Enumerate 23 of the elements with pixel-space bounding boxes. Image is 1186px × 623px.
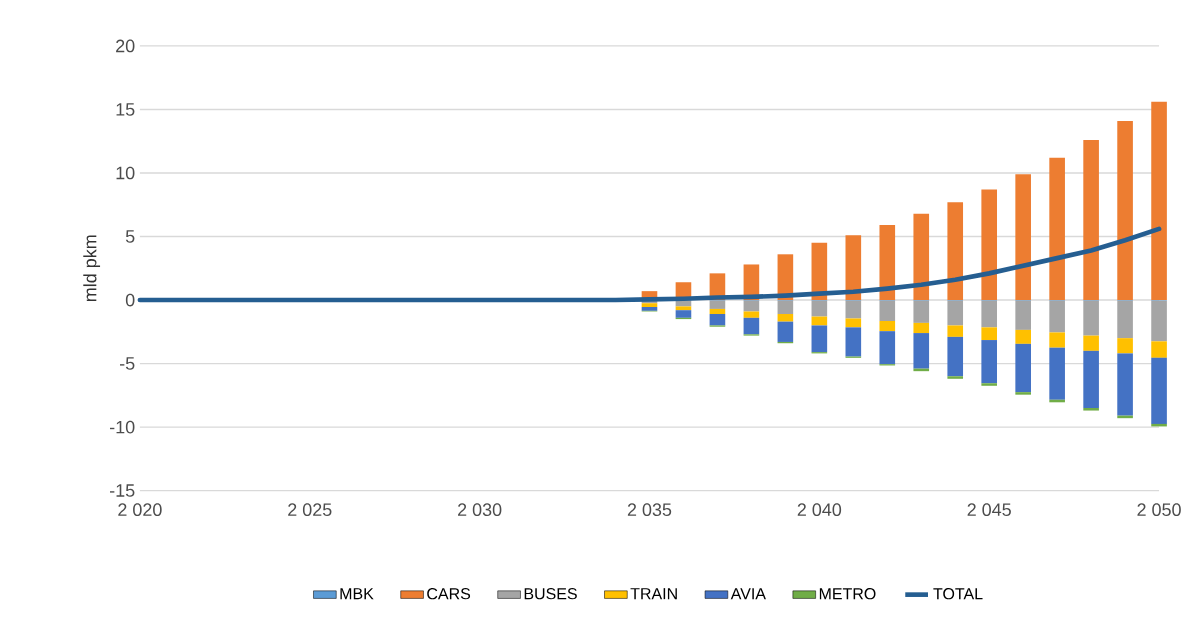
- x-tick-label: 2 040: [797, 503, 842, 516]
- y-axis-title: mld pkm: [83, 235, 101, 301]
- legend-label: TOTAL: [933, 587, 983, 600]
- y-tick-label: 5: [125, 230, 135, 243]
- y-tick-label: 0: [125, 293, 135, 307]
- legend-label: METRO: [819, 587, 876, 600]
- y-tick-label: -15: [109, 484, 135, 497]
- legend-label: MBK: [340, 587, 374, 599]
- x-tick-label: 2 030: [458, 503, 502, 516]
- y-tick-label: 20: [116, 39, 135, 53]
- legend-label: AVIA: [730, 587, 766, 599]
- x-tick-label: 2 050: [1137, 503, 1181, 516]
- y-tick-label: -10: [109, 420, 135, 434]
- legend-label: BUSES: [524, 587, 577, 600]
- legend-label: TRAIN: [630, 587, 677, 599]
- x-tick-label: 2 035: [627, 503, 672, 516]
- x-tick-label: 2 020: [118, 503, 162, 516]
- x-tick-label: 2 045: [967, 503, 1011, 516]
- x-tick-label: 2 025: [288, 503, 332, 516]
- y-tick-label: 15: [116, 102, 135, 116]
- legend-label: CARS: [427, 587, 471, 600]
- y-tick-label: -5: [119, 357, 135, 370]
- y-tick-label: 10: [116, 166, 135, 180]
